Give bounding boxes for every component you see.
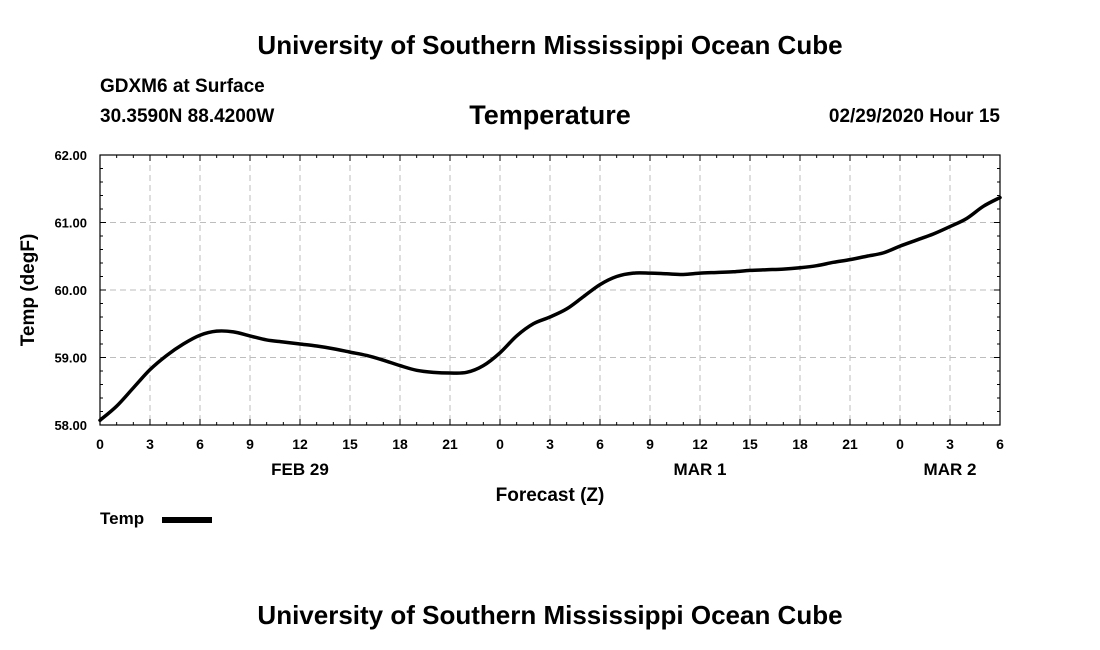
y-axis-label: Temp (degF): [18, 234, 39, 347]
variable-title: Temperature: [469, 100, 631, 130]
x-tick-label: 18: [392, 436, 408, 452]
x-tick-label: 6: [596, 436, 604, 452]
x-tick-label: 3: [546, 436, 554, 452]
x-tick-label: 21: [442, 436, 458, 452]
y-tick-label: 62.00: [54, 148, 87, 163]
x-tick-label: 15: [742, 436, 758, 452]
day-label: MAR 2: [924, 460, 977, 479]
x-tick-label: 0: [496, 436, 504, 452]
x-tick-label: 9: [246, 436, 254, 452]
footer-title: University of Southern Mississippi Ocean…: [257, 600, 843, 630]
x-tick-label: 9: [646, 436, 654, 452]
temp-series-line: [98, 195, 1002, 423]
x-tick-label: 12: [692, 436, 708, 452]
legend-swatch: [162, 517, 212, 523]
x-tick-label: 0: [96, 436, 104, 452]
valid-time-label: 02/29/2020 Hour 15: [828, 106, 1000, 127]
y-tick-label: 61.00: [54, 216, 87, 231]
y-tick-label: 60.00: [54, 283, 87, 298]
x-tick-label: 0: [896, 436, 904, 452]
x-tick-label: 6: [996, 436, 1004, 452]
x-axis-label: Forecast (Z): [496, 485, 605, 506]
page-title: University of Southern Mississippi Ocean…: [257, 30, 843, 60]
day-label: FEB 29: [271, 460, 329, 479]
x-tick-label: 15: [342, 436, 358, 452]
x-tick-label: 3: [146, 436, 154, 452]
x-tick-label: 3: [946, 436, 954, 452]
x-tick-label: 12: [292, 436, 308, 452]
x-tick-label: 18: [792, 436, 808, 452]
x-tick-label: 6: [196, 436, 204, 452]
station-label: GDXM6 at Surface: [100, 76, 265, 97]
day-label: MAR 1: [674, 460, 727, 479]
y-tick-label: 58.00: [54, 418, 87, 433]
x-tick-label: 21: [842, 436, 858, 452]
legend-label: Temp: [100, 509, 145, 528]
coordinates-label: 30.3590N 88.4200W: [100, 106, 275, 127]
y-tick-label: 59.00: [54, 351, 87, 366]
